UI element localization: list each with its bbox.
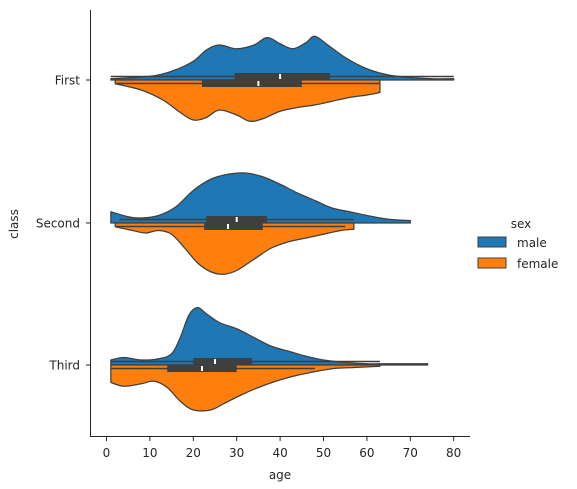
median-female-second — [227, 224, 230, 229]
y-tick-label-third: Third — [48, 359, 80, 373]
x-axis-label: age — [269, 468, 291, 482]
iqr-box-female-first — [201, 80, 302, 87]
x-tick-label-0: 0 — [103, 446, 111, 460]
legend-label-male: male — [517, 236, 547, 250]
x-tick-label-60: 60 — [359, 446, 374, 460]
tick-marks: 0 10 20 30 40 50 60 70 80 First Second Third — [36, 74, 462, 461]
median-male-second — [235, 217, 238, 222]
violin-female-third — [110, 364, 381, 412]
x-tick-label-80: 80 — [446, 446, 461, 460]
x-tick-label-50: 50 — [316, 446, 331, 460]
iqr-box-female-second — [204, 223, 263, 230]
axes — [90, 10, 470, 437]
y-axis-label: class — [7, 209, 21, 239]
violin-male-third — [110, 306, 429, 366]
x-tick-label-40: 40 — [272, 446, 287, 460]
violin-male-second — [110, 172, 411, 224]
x-tick-label-10: 10 — [142, 446, 157, 460]
x-tick-label-70: 70 — [403, 446, 418, 460]
legend-swatch-male — [477, 236, 507, 248]
y-tick-label-second: Second — [36, 217, 80, 231]
legend: sex male female — [477, 217, 558, 271]
legend-label-female: female — [517, 257, 558, 271]
iqr-box-male-first — [234, 73, 331, 80]
legend-title: sex — [511, 217, 532, 231]
y-tick-label-first: First — [55, 74, 81, 88]
median-female-first — [257, 81, 260, 86]
iqr-box-male-third — [193, 358, 252, 365]
plot-area — [110, 35, 455, 412]
legend-swatch-female — [477, 257, 507, 269]
x-tick-label-30: 30 — [229, 446, 244, 460]
median-male-third — [214, 359, 216, 364]
x-tick-label-20: 20 — [186, 446, 201, 460]
violin-female-second — [114, 222, 355, 275]
median-male-first — [279, 74, 282, 79]
median-female-third — [200, 366, 203, 371]
violin-female-first — [114, 79, 381, 123]
violin-male-first — [110, 35, 455, 81]
